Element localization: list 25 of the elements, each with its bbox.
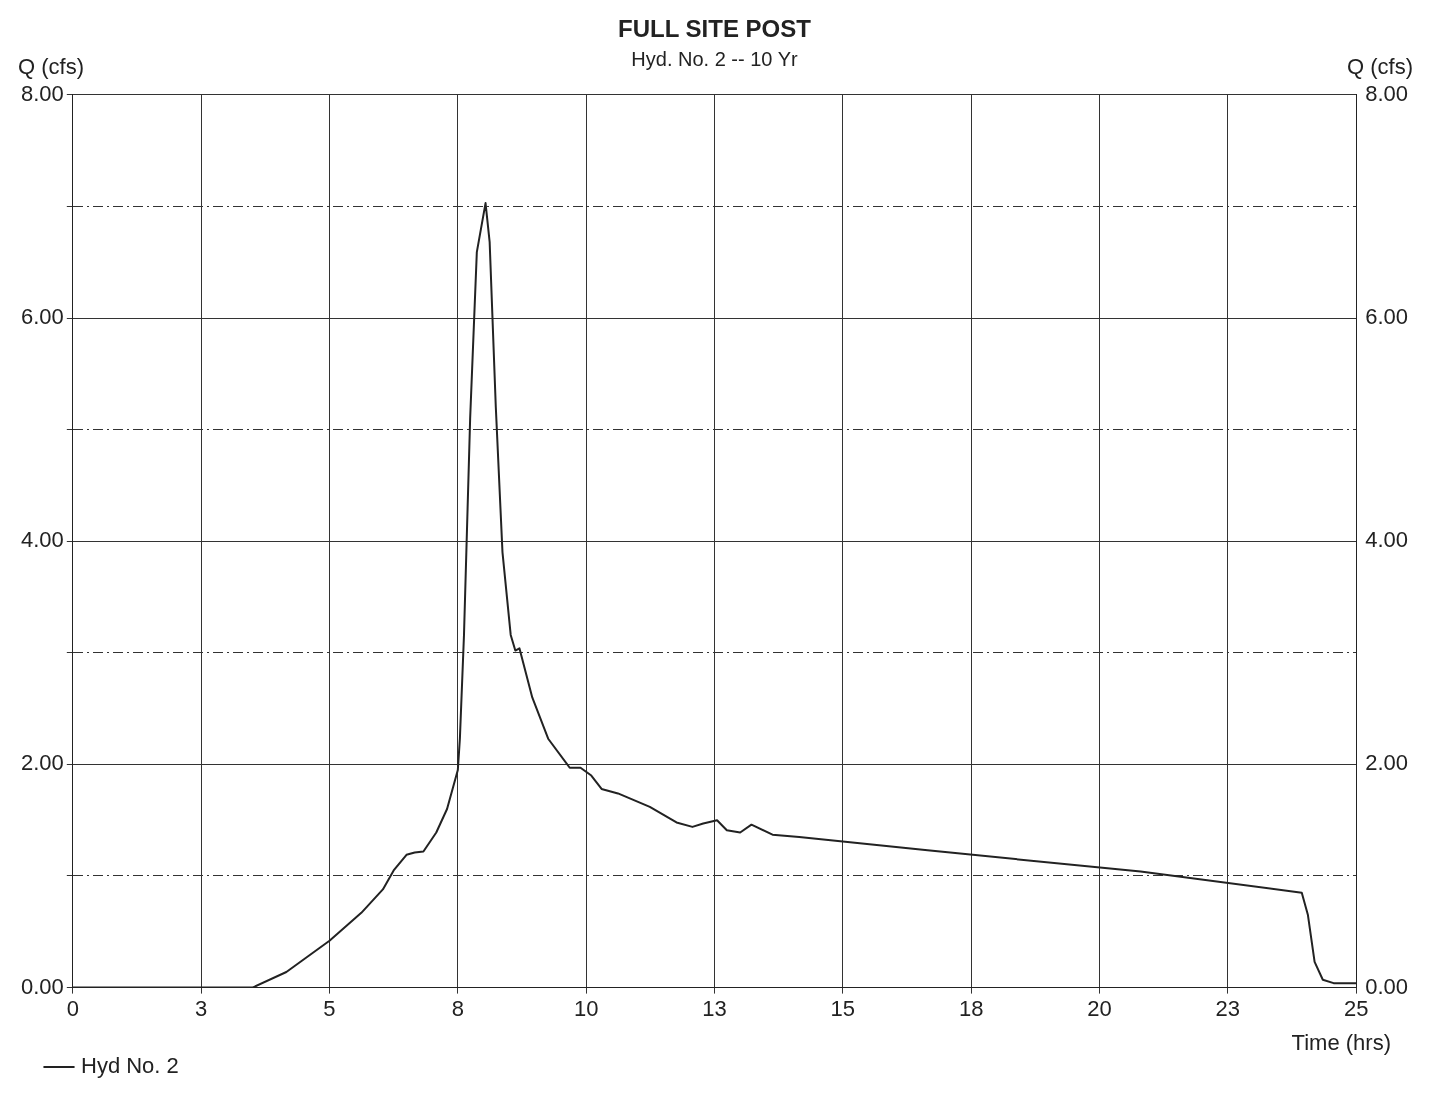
y2-tick-label: 2.00 xyxy=(1365,750,1409,776)
x-tick-label: 5 xyxy=(323,995,336,1021)
y-tick-label: 0.00 xyxy=(20,973,64,999)
x-tick-label: 0 xyxy=(66,995,79,1021)
y2-tick-label: 4.00 xyxy=(1365,527,1409,553)
y2-axis-title: Q (cfs) xyxy=(1347,54,1413,80)
x-tick-label: 23 xyxy=(1215,995,1241,1021)
legend-label: Hyd No. 2 xyxy=(81,1053,179,1079)
x-tick-label: 18 xyxy=(958,995,984,1021)
y-tick-label: 2.00 xyxy=(20,750,64,776)
y2-tick-label: 6.00 xyxy=(1365,304,1409,330)
x-tick-label: 13 xyxy=(702,995,727,1021)
x-tick-label: 3 xyxy=(195,995,208,1021)
y-tick-label: 4.00 xyxy=(20,527,64,553)
x-tick-label: 8 xyxy=(451,995,464,1021)
x-axis-title: Time (hrs) xyxy=(1291,1030,1391,1056)
y2-tick-label: 8.00 xyxy=(1365,80,1409,106)
chart-title: FULL SITE POST xyxy=(618,15,812,43)
x-tick-label: 20 xyxy=(1087,995,1112,1021)
y-tick-label: 6.00 xyxy=(20,304,64,330)
x-tick-label: 15 xyxy=(830,995,856,1021)
chart-subtitle: Hyd. No. 2 -- 10 Yr xyxy=(631,48,799,71)
y-tick-label: 8.00 xyxy=(20,80,64,106)
x-tick-label: 10 xyxy=(573,995,599,1021)
y-axis-title: Q (cfs) xyxy=(18,54,84,80)
